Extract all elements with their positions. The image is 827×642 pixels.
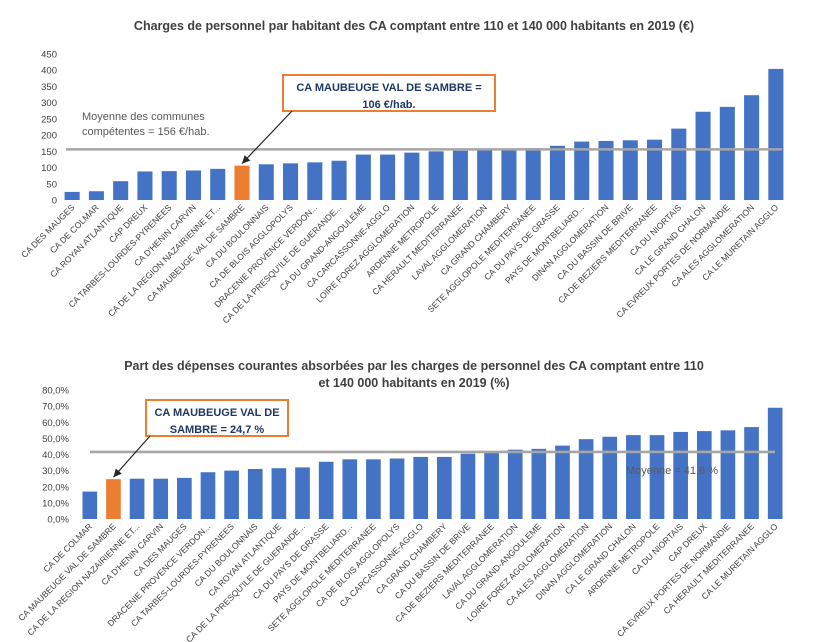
y-tick-label: 20,0% [42,482,69,493]
bar [137,171,153,200]
bar [671,128,687,200]
callout-arrow [113,435,151,478]
bar [82,491,98,519]
callout-text: SAMBRE = 24,7 % [170,424,265,436]
bar [210,168,226,200]
y-tick-label: 30,0% [42,466,69,477]
y-tick-label: 80,0% [42,386,69,397]
y-tick-label: 150 [41,147,57,158]
bar [307,162,323,200]
bar [331,160,347,200]
bar [258,164,274,200]
callout-text: CA MAUBEUGE VAL DE [154,407,279,419]
bar [549,145,565,200]
bar [247,469,263,519]
bar [366,459,381,519]
bar [673,431,688,519]
bar [452,150,468,200]
bar [719,106,735,200]
bar [355,154,371,200]
callout-box [145,399,289,437]
chart-2-title-line-2: et 140 000 habitants en 2019 (%) [318,376,509,390]
y-tick-label: 300 [41,98,57,109]
bar [389,458,405,519]
y-tick-label: 50,0% [42,434,69,445]
bar [602,436,618,519]
bar [428,151,444,200]
category-label: CA MAUBEUGE VAL DE SAMBRE [16,521,118,623]
bar [649,435,665,519]
bar [477,150,493,200]
bar [574,141,590,200]
bar [413,456,429,519]
bar [695,111,711,200]
highlighted-bar [106,479,121,519]
bar [531,448,547,519]
average-label: Moyenne des communes [82,111,205,123]
bar [622,140,638,200]
y-tick-label: 50 [46,179,57,190]
y-tick-label: 200 [41,131,57,142]
y-tick-label: 0 [52,196,57,207]
bar [555,445,570,519]
bar [720,430,736,519]
bar [200,472,216,519]
bar [177,477,192,519]
bar [342,459,358,519]
callout-arrow [241,110,293,165]
y-tick-label: 250 [41,114,57,125]
chart-1-title: Charges de personnel par habitant des CA… [134,19,694,33]
bar [64,191,80,200]
y-tick-label: 70,0% [42,402,69,413]
bar [744,427,759,519]
highlighted-bar [234,165,250,200]
y-tick-label: 100 [41,163,57,174]
y-tick-label: 350 [41,82,57,93]
bar [767,407,783,519]
y-tick-label: 0,0% [47,515,69,526]
bar [768,68,784,200]
bar [113,181,129,200]
chart-2-plot: 0,0% 10,0% 20,0% 30,0% 40,0% 50,0% 60,0% 70,0% 8… [16,386,783,642]
callout-text: CA MAUBEUGE VAL DE SAMBRE = [296,82,481,94]
bar [404,152,420,200]
callout-arrowhead [242,155,251,164]
bar [380,154,396,200]
bar [318,461,334,519]
bar [460,453,476,519]
bar [129,478,145,519]
bar [744,95,760,200]
bar [283,163,299,200]
bar [161,171,177,200]
callout-box [282,74,496,112]
y-tick-label: 400 [41,66,57,77]
y-tick-label: 10,0% [42,498,69,509]
y-tick-label: 450 [41,50,57,61]
average-label: compétentes = 156 €/hab. [82,126,210,138]
callout-arrowhead [113,468,122,478]
bar [647,139,663,200]
bar [578,439,594,519]
bar [153,478,169,519]
bar [507,449,523,519]
chart-2-title-line-1: Part des dépenses courantes absorbées pa… [124,359,704,373]
bar [295,467,310,519]
bar [484,452,499,519]
bar [501,150,517,200]
bar [525,148,541,200]
y-tick-label: 60,0% [42,418,69,429]
callout-text: 106 €/hab. [362,99,415,111]
bar [224,470,239,520]
average-label: Moyenne = 41,6 % [626,465,718,477]
bar [88,191,104,200]
bar [185,170,201,200]
y-tick-label: 40,0% [42,450,69,461]
bar [436,456,452,519]
bar [271,468,287,519]
bar [598,140,614,200]
bar [626,435,641,519]
